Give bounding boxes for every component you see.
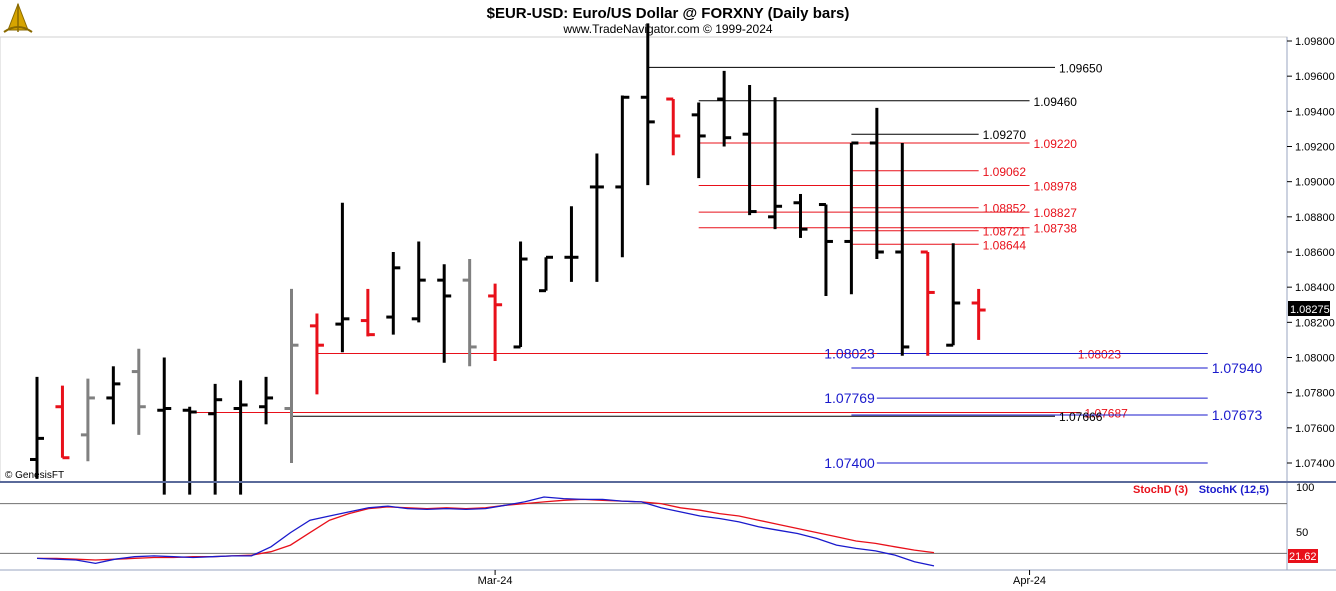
date-axis: Mar-24 Apr-24 <box>478 570 1046 587</box>
level-label: 1.09220 <box>1034 137 1078 151</box>
level-label: 1.09650 <box>1059 61 1103 75</box>
ohlc-bar <box>768 97 783 230</box>
stochastic-lines <box>0 496 1287 567</box>
copyright-label: © GenesisFT <box>5 470 64 481</box>
price-tick-label: 1.09600 <box>1295 71 1335 83</box>
price-axis: 1.09800 1.09600 1.09400 1.09200 1.09000 1.088… <box>1287 36 1335 470</box>
stochastic-panel: StochD (3) StochK (12,5) 100 50 21.62 <box>1133 482 1318 563</box>
ohlc-bar <box>131 348 146 435</box>
ohlc-bar <box>742 84 757 216</box>
level-label: 1.07769 <box>824 390 875 406</box>
ohlc-bar <box>309 313 324 395</box>
price-tick-label: 1.08800 <box>1295 212 1335 224</box>
ohlc-bar <box>869 107 884 260</box>
ohlc-bar <box>971 288 986 340</box>
level-label: 1.08738 <box>1034 222 1078 236</box>
ohlc-bar <box>539 255 553 293</box>
ohlc-bar <box>488 283 503 362</box>
ohlc-bar <box>564 206 579 282</box>
ohlc-bar <box>589 153 604 282</box>
chart-subtitle: www.TradeNavigator.com © 1999-2024 <box>562 22 772 36</box>
level-label: 1.07400 <box>824 455 875 471</box>
price-tick-label: 1.09200 <box>1295 142 1335 154</box>
price-tick-label: 1.09400 <box>1295 106 1335 118</box>
ohlc-bar <box>233 380 248 495</box>
ohlc-bar <box>55 385 70 460</box>
ohlc-bar <box>666 97 681 156</box>
ohlc-bar <box>513 241 528 349</box>
level-label: 1.08023 <box>824 345 875 361</box>
price-tick-label: 1.07800 <box>1295 388 1335 400</box>
level-label: 1.07940 <box>1212 360 1263 376</box>
ohlc-bar <box>717 70 732 147</box>
price-tick-label: 1.08600 <box>1295 247 1335 259</box>
ohlc-bar <box>946 243 961 347</box>
level-label: 1.08827 <box>1034 206 1078 220</box>
stochk-legend: StochK (12,5) <box>1199 484 1270 496</box>
ohlc-bar <box>30 376 44 479</box>
level-label: 1.09062 <box>983 165 1027 179</box>
ohlc-bar <box>386 252 401 335</box>
stoch-line <box>36 496 935 567</box>
ohlc-bar <box>615 95 630 258</box>
last-price-box: 1.08275 <box>1288 301 1330 316</box>
price-tick-label: 1.09800 <box>1295 36 1335 48</box>
ohlc-bar <box>691 102 706 179</box>
ohlc-bar <box>844 141 859 295</box>
ohlc-bar <box>793 193 808 238</box>
level-label: 1.08721 <box>983 225 1027 239</box>
price-tick-label: 1.07600 <box>1295 423 1335 435</box>
ohlc-bar <box>182 406 197 495</box>
stoch-tick-100: 100 <box>1296 482 1314 494</box>
level-label: 1.07666 <box>1059 410 1103 424</box>
level-label: 1.09270 <box>983 128 1027 142</box>
price-tick-label: 1.08200 <box>1295 317 1335 329</box>
level-label: 1.09460 <box>1034 95 1078 109</box>
ohlc-bar <box>437 264 452 363</box>
level-label: 1.07687 <box>1084 407 1128 421</box>
ohlc-bar <box>360 288 375 337</box>
level-label: 1.08852 <box>983 202 1027 216</box>
level-label: 1.08023 <box>1078 347 1122 361</box>
price-tick-label: 1.08000 <box>1295 353 1335 365</box>
last-price-label: 1.08275 <box>1290 304 1330 316</box>
ohlc-bar <box>284 288 299 463</box>
price-bars <box>30 23 986 495</box>
ohlc-bar <box>157 357 172 495</box>
ohlc-bar <box>895 142 910 356</box>
last-price-bg <box>1288 301 1330 316</box>
date-tick-label: Mar-24 <box>478 575 513 587</box>
stoch-tick-50: 50 <box>1296 527 1308 539</box>
ohlc-bar <box>106 366 121 425</box>
ohlc-bar <box>920 250 935 356</box>
level-label: 1.08644 <box>983 238 1027 252</box>
chart-title: $EUR-USD: Euro/US Dollar @ FORXNY (Daily… <box>487 5 850 22</box>
ohlc-bar <box>462 259 477 367</box>
level-label: 1.07673 <box>1212 407 1263 423</box>
ohlc-bar <box>259 376 274 425</box>
stoch-last-value: 21.62 <box>1289 551 1317 563</box>
ohlc-bar <box>80 378 95 462</box>
tradenavigator-logo <box>3 2 33 33</box>
ohlc-bar <box>640 23 655 186</box>
stoch-last-box <box>1288 549 1318 563</box>
ohlc-bar <box>335 202 350 353</box>
price-tick-label: 1.09000 <box>1295 177 1335 189</box>
ohlc-bar <box>411 241 426 323</box>
ohlc-bar <box>208 383 223 495</box>
price-tick-label: 1.08400 <box>1295 282 1335 294</box>
level-label: 1.08978 <box>1034 180 1078 194</box>
date-tick-label: Apr-24 <box>1013 575 1046 587</box>
ohlc-bar <box>818 203 833 296</box>
stochd-legend: StochD (3) <box>1133 484 1188 496</box>
price-tick-label: 1.07400 <box>1295 458 1335 470</box>
